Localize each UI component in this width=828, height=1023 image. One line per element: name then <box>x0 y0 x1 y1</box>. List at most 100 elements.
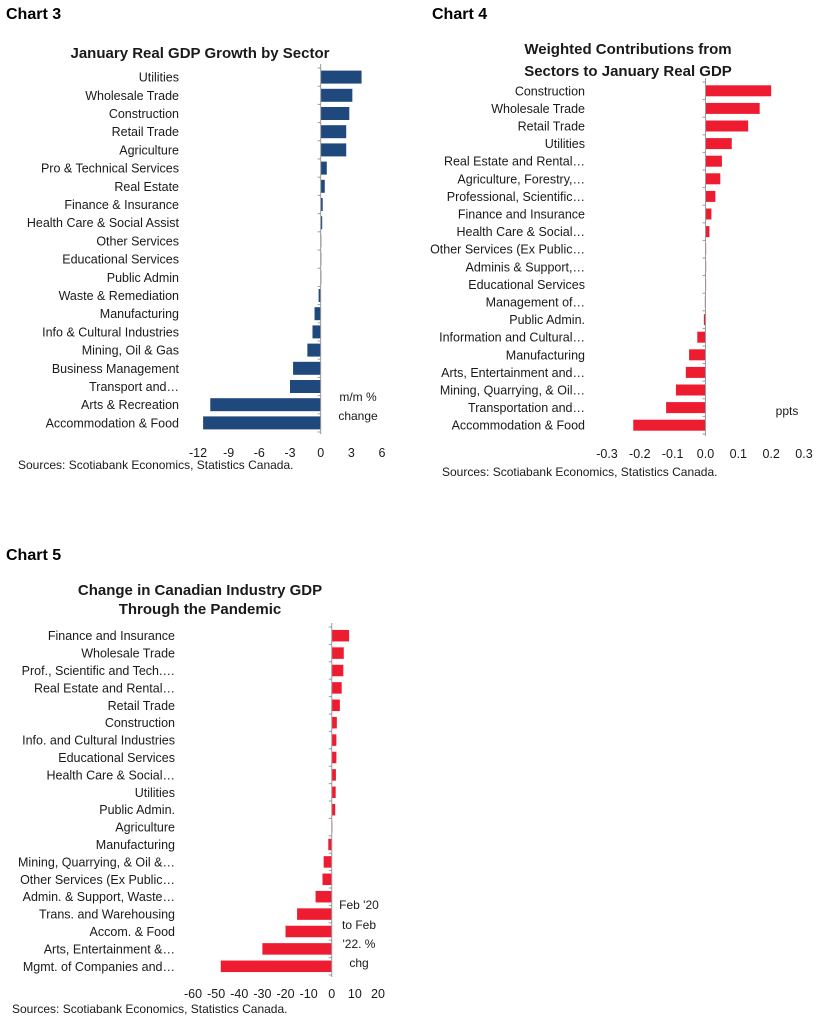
chart3-category-label: Agriculture <box>119 143 179 157</box>
chart3-bar <box>210 398 321 412</box>
chart5-category-label: Construction <box>105 716 175 730</box>
chart5-bar <box>331 751 337 764</box>
chart5-unit-note: '22. % <box>343 937 376 951</box>
chart4-bar <box>705 226 710 238</box>
chart5-label: Chart 5 <box>6 547 62 564</box>
chart4-category-label: Other Services (Ex Public… <box>430 243 585 257</box>
chart5-category-label: Finance and Insurance <box>48 629 175 643</box>
chart3-category-label: Accommodation & Food <box>46 416 179 430</box>
chart3-category-label: Utilities <box>139 71 179 85</box>
chart4-bar <box>689 349 706 361</box>
chart3-bar <box>320 125 347 139</box>
chart4-bar <box>705 138 732 150</box>
chart3-title-line-1: January Real GDP Growth by Sector <box>71 45 330 62</box>
chart3-bar <box>320 216 323 230</box>
chart4-bar <box>703 314 706 326</box>
chart3-bar <box>320 88 353 102</box>
chart3-x-tick-label: 3 <box>348 446 355 460</box>
chart4-bar <box>697 331 706 343</box>
chart5-bar <box>331 682 342 694</box>
chart3-bar <box>203 416 321 430</box>
chart4-category-label: Public Admin. <box>509 313 585 327</box>
chart3-bar <box>307 343 321 357</box>
chart3-bar <box>320 198 323 211</box>
chart4-category-label: Accommodation & Food <box>452 419 585 433</box>
chart4-category-label: Arts, Entertainment and… <box>441 366 585 380</box>
chart4-category-label: Finance and Insurance <box>458 208 585 222</box>
chart3-category-label: Business Management <box>52 362 180 376</box>
chart3-bar <box>318 289 321 302</box>
chart4-category-label: Professional, Scientific… <box>447 190 585 204</box>
chart5-bar <box>315 890 332 903</box>
chart3-x-tick-label: -9 <box>223 446 234 460</box>
chart5-source-note: Sources: Scotiabank Economics, Statistic… <box>12 1002 287 1016</box>
chart3-x-tick-label: -3 <box>284 446 295 460</box>
chart5-x-tick-label: -40 <box>230 987 248 1001</box>
chart4-category-label: Wholesale Trade <box>491 102 585 116</box>
chart5-bar <box>322 873 332 886</box>
chart4-x-tick-label: -0.2 <box>629 447 651 461</box>
chart4-bar <box>705 85 772 97</box>
chart5-bar <box>331 769 336 781</box>
chart4-unit-note: ppts <box>776 404 799 418</box>
chart4-x-tick-label: 0.2 <box>762 447 779 461</box>
chart3-category-label: Wholesale Trade <box>85 89 179 103</box>
chart3-bar <box>320 107 350 120</box>
chart4-category-label: Utilities <box>545 137 585 151</box>
chart5-svg: Change in Canadian Industry GDP Through t… <box>12 582 385 1016</box>
chart5-category-label: Public Admin. <box>99 803 175 817</box>
chart5-bar <box>331 629 350 642</box>
chart3-category-label: Finance & Insurance <box>64 198 179 212</box>
chart3-category-label: Educational Services <box>62 253 179 267</box>
chart3-category-label: Info & Cultural Industries <box>42 325 179 339</box>
chart3-category-label: Mining, Oil & Gas <box>82 344 179 358</box>
chart4-category-label: Adminis & Support,… <box>466 260 586 274</box>
chart5-bar <box>285 925 332 938</box>
chart3-bar <box>290 380 321 393</box>
chart5-category-label: Other Services (Ex Public… <box>20 873 175 887</box>
chart4-bar <box>705 173 721 185</box>
chart5-x-tick-label: -20 <box>276 987 294 1001</box>
chart5-category-label: Admin. & Support, Waste… <box>23 890 175 904</box>
chart4-bar <box>685 366 706 378</box>
chart3-unit-note: change <box>338 409 378 423</box>
chart5-bar <box>328 838 332 851</box>
chart3-category-label: Arts & Recreation <box>81 398 179 412</box>
chart4-bar <box>705 120 749 132</box>
chart3-bar <box>320 70 362 84</box>
chart4-x-tick-label: 0.0 <box>697 447 714 461</box>
chart3-category-label: Other Services <box>96 234 179 248</box>
chart3-bar <box>293 361 321 375</box>
chart4-category-label: Management of… <box>486 296 585 310</box>
chart4-x-tick-label: -0.1 <box>662 447 684 461</box>
chart5-category-label: Retail Trade <box>108 699 175 713</box>
chart4-bar <box>633 419 706 431</box>
chart5-x-tick-label: -30 <box>253 987 271 1001</box>
chart4-bar <box>705 155 722 167</box>
chart5-bar <box>331 734 337 746</box>
chart5-category-label: Educational Services <box>58 751 175 765</box>
chart5-bar <box>331 699 340 712</box>
chart3-category-label: Real Estate <box>114 180 179 194</box>
chart4-category-label: Manufacturing <box>506 348 585 362</box>
chart3-unit-note: m/m % <box>339 390 377 404</box>
chart3-x-tick-label: -6 <box>254 446 265 460</box>
chart4-category-label: Educational Services <box>468 278 585 292</box>
chart3-bar <box>312 325 321 339</box>
chart4-svg: Weighted Contributions from Sectors to Ja… <box>430 41 813 479</box>
chart5-bar <box>331 664 344 677</box>
chart3-source-note: Sources: Scotiabank Economics, Statistic… <box>18 458 293 472</box>
chart3-svg: January Real GDP Growth by Sector Utiliti… <box>18 45 386 472</box>
chart5-category-label: Accom. & Food <box>90 925 175 939</box>
chart4-category-label: Agriculture, Forestry,… <box>457 172 585 186</box>
chart5-bar <box>331 647 344 659</box>
chart3-bar <box>314 307 321 321</box>
chart5-title-line-1: Change in Canadian Industry GDP <box>78 582 322 599</box>
chart4-x-tick-label: 0.1 <box>730 447 747 461</box>
chart3-category-label: Construction <box>109 107 179 121</box>
chart4-category-label: Transportation and… <box>468 401 585 415</box>
chart3-x-tick-label: -12 <box>189 446 207 460</box>
chart5-category-label: Mining, Quarrying, & Oil &… <box>18 855 175 869</box>
chart4-bar <box>705 208 712 220</box>
chart5-category-label: Manufacturing <box>96 838 175 852</box>
